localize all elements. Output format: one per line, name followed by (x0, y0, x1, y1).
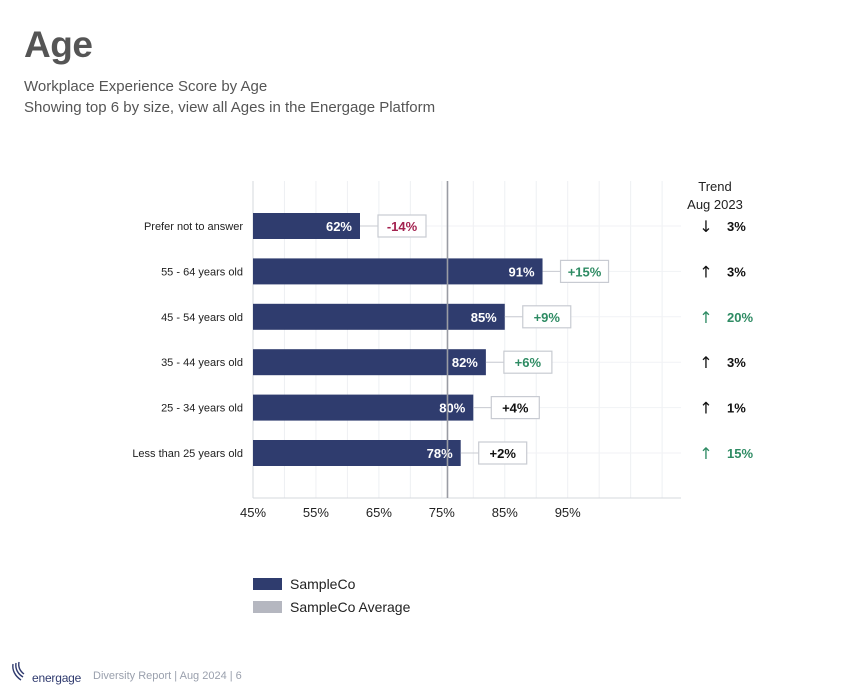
bar-value-label: 82% (452, 355, 478, 370)
footer: energage Diversity Report | Aug 2024 | 6 (10, 660, 410, 690)
bar (253, 440, 461, 466)
diff-box (559, 259, 610, 283)
x-tick-label: 45% (240, 505, 266, 520)
page-title: Age (24, 24, 93, 65)
legend-item-average: SampleCo Average (253, 595, 410, 618)
bar-value-label: 78% (427, 446, 453, 461)
trend-value: 3% (727, 355, 746, 370)
category-label: 25 - 34 years old (161, 403, 243, 415)
bar-value-label: 85% (471, 310, 497, 325)
trend-value: 15% (727, 446, 753, 461)
legend-swatch-sampleco (253, 577, 282, 590)
bar (253, 303, 505, 330)
x-tick-label: 75% (429, 505, 455, 520)
trend-arrow-icon: ↑ (699, 308, 712, 327)
subtitle-line-2: Showing top 6 by size, view all Ages in … (24, 99, 436, 116)
subtitle-line-1: Workplace Experience Score by Age (24, 78, 268, 95)
trend-arrow-icon: ↑ (699, 353, 712, 372)
diff-label: +15% (568, 264, 602, 279)
bar (253, 213, 360, 239)
diff-box (503, 350, 553, 374)
chart-legend: SampleCo SampleCo Average (253, 572, 410, 618)
diff-box (377, 214, 427, 238)
diff-box (522, 305, 572, 329)
bar-value-label: 91% (508, 264, 534, 279)
trend-value: 1% (727, 401, 746, 416)
legend-item-sampleco: SampleCo (253, 572, 410, 595)
diff-label: -14% (387, 219, 418, 234)
diff-label: +9% (534, 310, 561, 325)
legend-swatch-average (253, 600, 282, 613)
diff-box (478, 441, 528, 465)
x-tick-label: 95% (555, 505, 581, 520)
energage-logo-text: energage (32, 671, 82, 685)
category-label: 35 - 44 years old (161, 357, 243, 369)
trend-value: 3% (727, 219, 746, 234)
trend-value: 20% (727, 310, 753, 325)
trend-header: Trend (698, 179, 731, 194)
footer-text: Diversity Report | Aug 2024 | 6 (93, 670, 242, 682)
trend-arrow-icon: ↑ (699, 262, 712, 281)
trend-arrow-icon: ↑ (699, 399, 712, 418)
page-subtitle: Workplace Experience Score by Age Showin… (24, 76, 435, 118)
bar (253, 394, 474, 421)
legend-label-average: SampleCo Average (290, 598, 411, 615)
trend-arrow-icon: ↓ (699, 217, 712, 236)
category-label: 45 - 54 years old (161, 312, 243, 324)
x-tick-label: 85% (492, 505, 518, 520)
bar-value-label: 62% (326, 219, 352, 234)
category-label: Less than 25 years old (132, 448, 243, 460)
diff-label: +2% (490, 446, 517, 461)
diff-label: +4% (502, 401, 529, 416)
bar (253, 258, 543, 285)
trend-arrow-icon: ↑ (699, 444, 712, 463)
category-label: Prefer not to answer (144, 221, 243, 233)
energage-logo-icon (12, 661, 25, 681)
bar-value-label: 80% (439, 401, 465, 416)
trend-value: 3% (727, 264, 746, 279)
x-tick-label: 55% (303, 505, 329, 520)
legend-label-sampleco: SampleCo (290, 575, 356, 592)
diff-label: +6% (515, 355, 542, 370)
trend-date: Aug 2023 (687, 197, 743, 212)
category-label: 55 - 64 years old (161, 266, 243, 278)
diff-box (490, 396, 540, 420)
age-bar-chart: Prefer not to answer 62% -14% ↓ 3% 55 - 64 ye… (132, 179, 753, 520)
x-tick-label: 65% (366, 505, 392, 520)
